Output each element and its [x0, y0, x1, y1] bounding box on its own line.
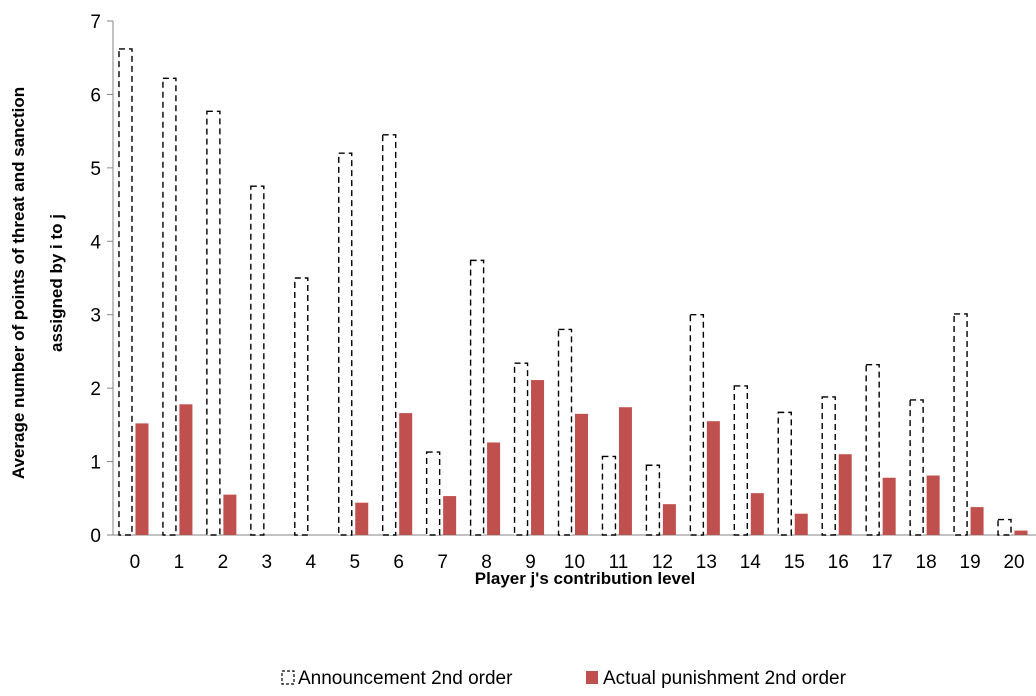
x-tick-label: 10: [564, 552, 585, 573]
y-axis-title: Average number of points of threat and s…: [9, 87, 66, 479]
x-tick-label: 12: [652, 552, 673, 573]
bar-announcement: [381, 134, 397, 536]
bar-announcement: [338, 152, 353, 536]
y-tick-label: 1: [90, 453, 101, 474]
bar-announcement: [601, 455, 617, 536]
bar-announcement: [206, 110, 221, 536]
x-tick-label: 18: [916, 552, 937, 573]
x-tick-label: 19: [960, 552, 981, 573]
y-tick-label: 3: [90, 306, 101, 327]
bar-announcement: [997, 518, 1012, 536]
x-tick-label: 4: [305, 552, 316, 573]
bar-punishment: [531, 380, 545, 535]
x-tick-label: 8: [481, 552, 492, 573]
x-axis-title: Player j's contribution level: [475, 569, 695, 588]
legend: Announcement 2nd order Actual punishment…: [281, 668, 847, 689]
bar-punishment: [355, 502, 369, 535]
legend-swatch-punishment: [586, 671, 598, 684]
bar-announcement: [425, 451, 441, 536]
bar-announcement: [865, 363, 880, 536]
x-tick-label: 11: [609, 552, 629, 573]
bar-punishment: [794, 513, 808, 535]
bar-announcement: [162, 77, 177, 536]
bar-punishment: [399, 413, 413, 535]
y-tick-label: 6: [90, 85, 101, 106]
x-tick-label: 9: [525, 552, 536, 573]
bar-punishment: [179, 404, 193, 535]
bar-punishment: [223, 494, 237, 535]
x-tick-label: 15: [784, 552, 805, 573]
bar-punishment: [135, 423, 149, 535]
bar-punishment: [838, 454, 852, 535]
bar-announcement: [469, 259, 485, 536]
bar-announcement: [294, 277, 309, 536]
x-tick-label: 20: [1003, 552, 1024, 573]
bar-punishment: [750, 493, 764, 535]
y-tick-label: 0: [90, 526, 101, 547]
x-tick-label: 3: [262, 552, 273, 573]
y-tick-label: 7: [90, 12, 101, 33]
bar-punishment: [487, 442, 501, 535]
y-tick-label: 2: [90, 379, 101, 400]
y-axis-title-line1: Average number of points of threat and s…: [9, 87, 28, 479]
x-tick-label: 17: [872, 552, 893, 573]
y-tick-label: 5: [90, 159, 101, 180]
bar-punishment: [706, 421, 720, 535]
bar-announcement: [909, 399, 924, 536]
bar-punishment: [970, 507, 984, 535]
axes: [107, 20, 1036, 536]
bar-announcement: [250, 185, 265, 536]
bar-announcement: [645, 464, 661, 536]
bar-punishment: [662, 504, 676, 535]
bar-announcement: [513, 362, 529, 536]
x-tick-label: 6: [393, 552, 404, 573]
x-tick-label: 0: [130, 552, 141, 573]
x-tick-label: 14: [740, 552, 762, 573]
bar-punishment: [443, 496, 457, 535]
bar-announcement: [953, 313, 968, 536]
x-tick-label: 1: [174, 552, 185, 573]
x-tick-label: 2: [218, 552, 229, 573]
bar-punishment: [575, 413, 588, 535]
bar-announcement: [821, 396, 836, 536]
legend-label-announcement: Announcement 2nd order: [298, 668, 513, 689]
bar-punishment: [618, 407, 632, 535]
y-axis-title-line2: assigned by i to j: [47, 214, 66, 352]
y-tick-label: 4: [90, 232, 101, 253]
x-tick-label: 5: [349, 552, 360, 573]
bar-announcement: [689, 314, 705, 536]
bars: [118, 48, 1028, 536]
bar-punishment: [882, 477, 896, 535]
x-tick-label: 16: [828, 552, 849, 573]
bar-punishment: [926, 475, 940, 535]
legend-swatch-announcement: [281, 670, 295, 685]
bar-announcement: [557, 328, 573, 536]
bar-punishment: [1014, 530, 1028, 535]
bar-announcement: [733, 385, 749, 536]
bar-announcement: [777, 411, 792, 536]
x-tick-label: 7: [437, 552, 448, 573]
bar-announcement: [118, 48, 133, 536]
legend-label-punishment: Actual punishment 2nd order: [603, 668, 847, 689]
x-tick-label: 13: [696, 552, 717, 573]
